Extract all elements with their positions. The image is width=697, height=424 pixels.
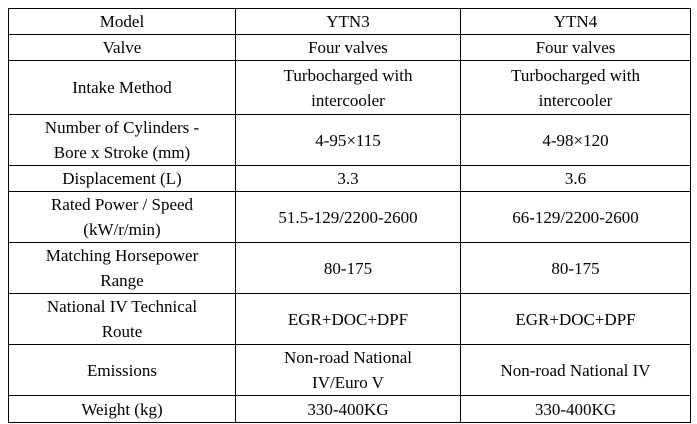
cell-text: IV/Euro V <box>312 373 384 392</box>
cell-text: Intake Method <box>72 78 172 97</box>
cell-text: 66-129/2200-2600 <box>512 207 639 227</box>
row-header-cell: Valve <box>8 34 236 61</box>
cell-text: Turbocharged with <box>283 65 413 85</box>
cell-text: 330-400KG <box>307 399 389 419</box>
table-cell: 3.6 <box>460 165 691 192</box>
cell-text: National IV Technical <box>46 297 198 316</box>
cell-text: 3.6 <box>564 169 587 188</box>
table-row: Matching Horsepower Range 80-175 80-175 <box>8 242 691 294</box>
cell-text: YTN4 <box>553 12 598 31</box>
row-header-cell: National IV Technical Route <box>8 293 236 345</box>
cell-text: EGR+DOC+DPF <box>287 309 409 329</box>
table-container: Model YTN3 YTN4 Valve Four valves Four valves… <box>8 8 691 423</box>
table-cell: Four valves <box>235 34 461 61</box>
table-cell: EGR+DOC+DPF <box>460 293 691 345</box>
cell-text: YTN3 <box>326 12 370 31</box>
cell-text: EGR+DOC+DPF <box>515 309 636 329</box>
row-header-cell: Model <box>8 8 236 35</box>
table-cell: YTN4 <box>460 8 691 35</box>
table-row: Number of Cylinders - Bore x Stroke (mm) 4… <box>8 114 691 166</box>
cell-text: Displacement (L) <box>62 169 182 188</box>
cell-text: 80-175 <box>551 258 600 278</box>
cell-text: Valve <box>102 38 142 57</box>
cell-text: Bore x Stroke (mm) <box>53 143 191 162</box>
cell-text: intercooler <box>538 90 613 110</box>
table-row: Rated Power / Speed (kW/r/min) 51.5-129/22… <box>8 191 691 243</box>
cell-text: 3.3 <box>337 169 359 188</box>
cell-text: 80-175 <box>323 258 373 278</box>
table-cell: 51.5-129/2200-2600 <box>235 191 461 243</box>
table-row: Emissions Non-road National IV/Euro V Non-r… <box>8 344 691 396</box>
row-header-cell: Emissions <box>8 344 236 396</box>
cell-text: Four valves <box>535 38 616 57</box>
row-header-cell: Intake Method <box>8 60 236 115</box>
row-header-cell: Number of Cylinders - Bore x Stroke (mm) <box>8 114 236 166</box>
row-header-cell: Rated Power / Speed (kW/r/min) <box>8 191 236 243</box>
table-cell: YTN3 <box>235 8 461 35</box>
table-cell: Turbocharged with intercooler <box>460 60 691 115</box>
cell-text: Rated Power / Speed <box>50 195 194 214</box>
table-row: National IV Technical Route EGR+DOC+DPF EGR… <box>8 293 691 345</box>
table-cell: 330-400KG <box>460 395 691 423</box>
table-row: Model YTN3 YTN4 <box>8 8 691 35</box>
table-cell: 66-129/2200-2600 <box>460 191 691 243</box>
table-row: Weight (kg) 330-400KG 330-400KG <box>8 395 691 423</box>
table-cell: 4-98×120 <box>460 114 691 166</box>
cell-text: Four valves <box>308 38 388 57</box>
table-cell: 3.3 <box>235 165 461 192</box>
cell-text: intercooler <box>311 90 385 110</box>
cell-text: Number of Cylinders - <box>44 118 200 137</box>
cell-text: Range <box>100 271 144 290</box>
table-row: Intake Method Turbocharged with intercoole… <box>8 60 691 115</box>
table-row: Valve Four valves Four valves <box>8 34 691 61</box>
cell-text: Weight (kg) <box>81 399 163 419</box>
table-cell: EGR+DOC+DPF <box>235 293 461 345</box>
cell-text: Route <box>101 322 143 341</box>
cell-text: Model <box>99 12 145 31</box>
cell-text: 330-400KG <box>534 399 617 419</box>
row-header-cell: Weight (kg) <box>8 395 236 423</box>
table-cell: 4-95×115 <box>235 114 461 166</box>
spec-table: Model YTN3 YTN4 Valve Four valves Four valves… <box>8 8 691 423</box>
table-row: Displacement (L) 3.3 3.6 <box>8 165 691 192</box>
table-cell: Four valves <box>460 34 691 61</box>
cell-text: Matching Horsepower <box>45 246 199 265</box>
table-cell: 80-175 <box>235 242 461 294</box>
table-cell: Non-road National IV <box>460 344 691 396</box>
cell-text: 4-98×120 <box>542 130 609 150</box>
cell-text: 4-95×115 <box>315 130 381 150</box>
cell-text: 51.5-129/2200-2600 <box>278 207 418 227</box>
table-cell: 80-175 <box>460 242 691 294</box>
row-header-cell: Displacement (L) <box>8 165 236 192</box>
table-cell: Turbocharged with intercooler <box>235 60 461 115</box>
cell-text: (kW/r/min) <box>83 220 161 239</box>
row-header-cell: Matching Horsepower Range <box>8 242 236 294</box>
table-cell: 330-400KG <box>235 395 461 423</box>
cell-text: Turbocharged with <box>511 65 640 85</box>
table-cell: Non-road National IV/Euro V <box>235 344 461 396</box>
cell-text: Non-road National IV <box>500 360 651 380</box>
cell-text: Emissions <box>87 360 157 380</box>
cell-text: Non-road National <box>284 348 412 367</box>
